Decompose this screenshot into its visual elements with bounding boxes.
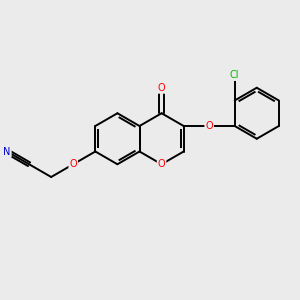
Text: O: O — [69, 159, 77, 169]
Text: O: O — [158, 159, 165, 169]
Text: Cl: Cl — [230, 70, 239, 80]
Text: O: O — [206, 121, 213, 131]
Text: O: O — [158, 83, 165, 93]
Text: N: N — [3, 146, 11, 157]
